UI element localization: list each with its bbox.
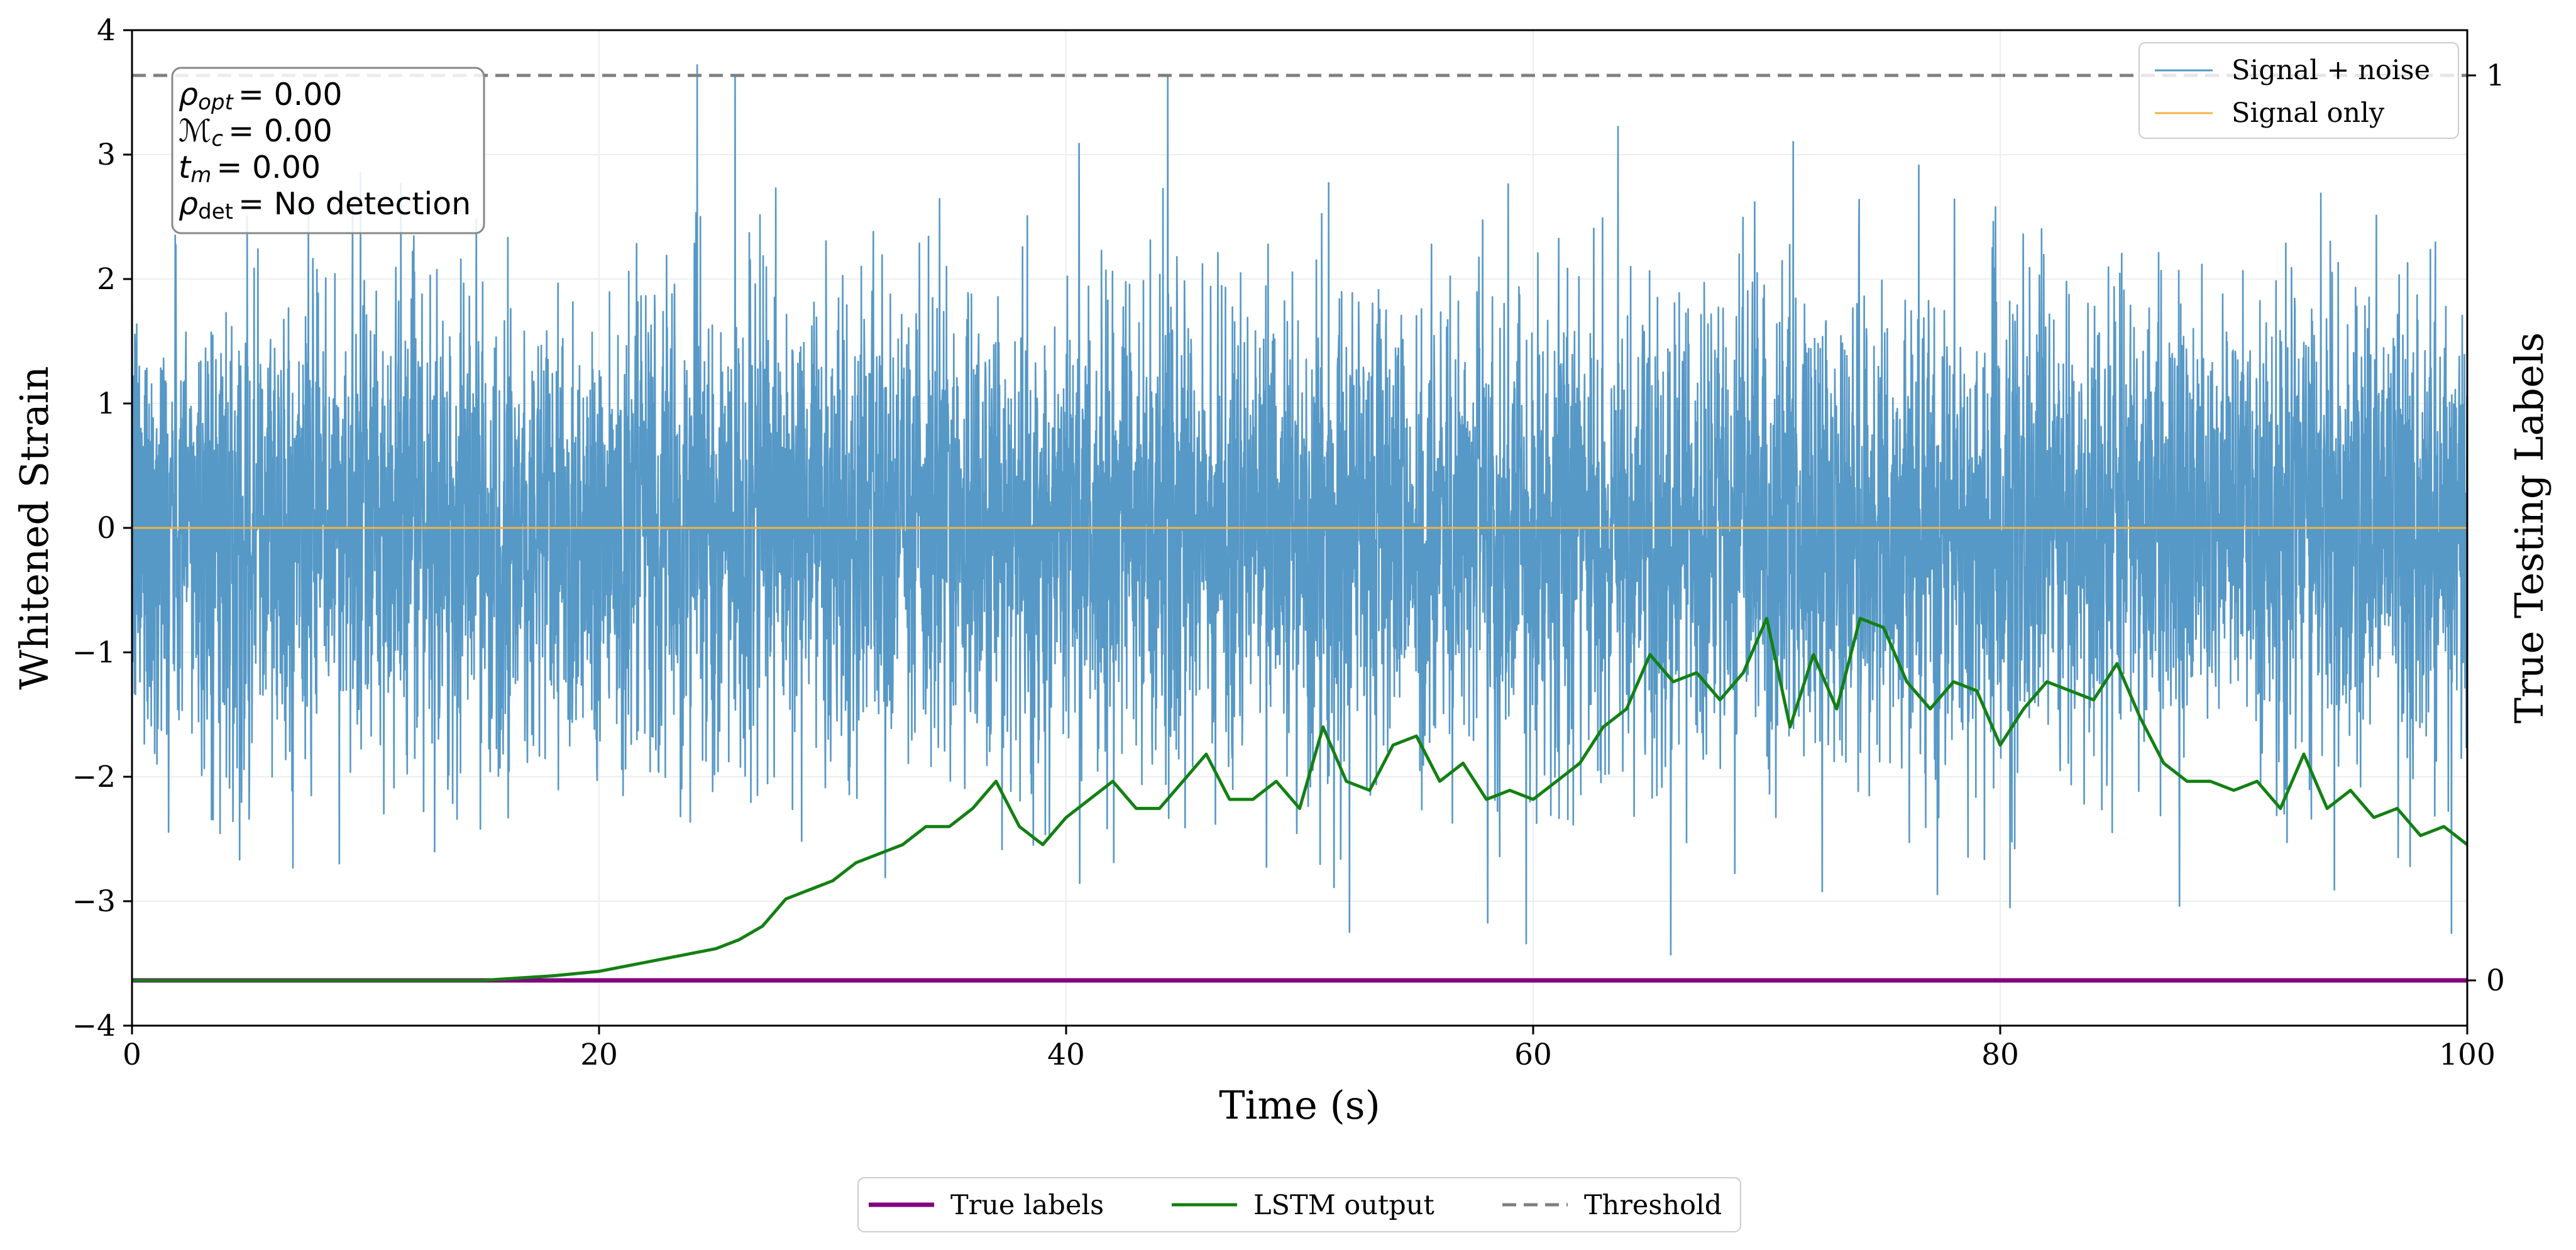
x-tick-label: 20 — [580, 1038, 618, 1072]
annotation-value: = 0.00 — [216, 150, 321, 185]
series-layer — [132, 74, 2469, 983]
y-tick-label: 2 — [97, 262, 116, 297]
legend-lower-frame — [857, 1177, 1741, 1232]
x-tick-label: 80 — [1981, 1038, 2019, 1072]
legend-lower-label: LSTM output — [1253, 1190, 1434, 1221]
y-tick-label: −2 — [72, 760, 116, 794]
x-tick-label: 40 — [1047, 1038, 1085, 1072]
x-axis-label: Time (s) — [1219, 1082, 1380, 1128]
x-tick-label: 60 — [1514, 1038, 1552, 1072]
annotation-subscript: det — [198, 199, 233, 224]
y-tick-label: 0 — [97, 511, 116, 546]
annotation-value: = No detection — [238, 186, 471, 222]
annotation-value: = 0.00 — [228, 113, 333, 149]
annotation-symbol: ℳ — [179, 113, 211, 149]
y-tick-label: −4 — [72, 1009, 116, 1043]
annotation-line: ℳc = 0.00 — [179, 113, 333, 151]
annotation-symbol: t — [179, 150, 192, 185]
y2-tick-label: 0 — [2486, 963, 2505, 998]
annotation-subscript: c — [211, 126, 223, 151]
legend-upper-label: Signal + noise — [2232, 55, 2430, 86]
annotation-value: = 0.00 — [238, 77, 343, 112]
annotation-subscript: opt — [198, 90, 234, 115]
annotation-symbol: ρ — [179, 77, 198, 112]
legend-upper-label: Signal only — [2232, 97, 2385, 129]
y-tick-label: 1 — [97, 387, 116, 421]
x-tick-label: 0 — [123, 1038, 141, 1072]
annotation-symbol: ρ — [179, 186, 198, 222]
annotation-subscript: m — [190, 163, 211, 188]
x-tick-label: 100 — [2439, 1038, 2496, 1072]
signal-noise-series — [131, 64, 2469, 956]
annotation-line: ρdet = No detection — [179, 186, 471, 224]
y-tick-label: 3 — [97, 138, 116, 172]
annotation-frame — [171, 67, 485, 234]
annotation-line: ρopt = 0.00 — [179, 77, 343, 115]
signal-noise-line — [131, 64, 2469, 956]
legend-lower-label: Threshold — [1584, 1190, 1722, 1221]
annotation-line: tm = 0.00 — [179, 150, 321, 188]
y-tick-label: −1 — [72, 635, 116, 670]
legend-upper: Signal + noise Signal only — [2138, 42, 2459, 139]
legend-lower: True labels LSTM output Threshold — [857, 1177, 1741, 1232]
y-tick-label: 4 — [97, 13, 116, 48]
lstm-output-line — [132, 617, 2469, 982]
y2-axis-label: True Testing Labels — [2506, 332, 2552, 724]
legend-lower-label: True labels — [950, 1190, 1104, 1221]
y-axis-label: Whitened Strain — [11, 366, 57, 690]
legend-upper-frame — [2138, 42, 2459, 139]
y2-tick-label: 1 — [2486, 58, 2505, 93]
y-tick-label: −3 — [72, 884, 116, 919]
